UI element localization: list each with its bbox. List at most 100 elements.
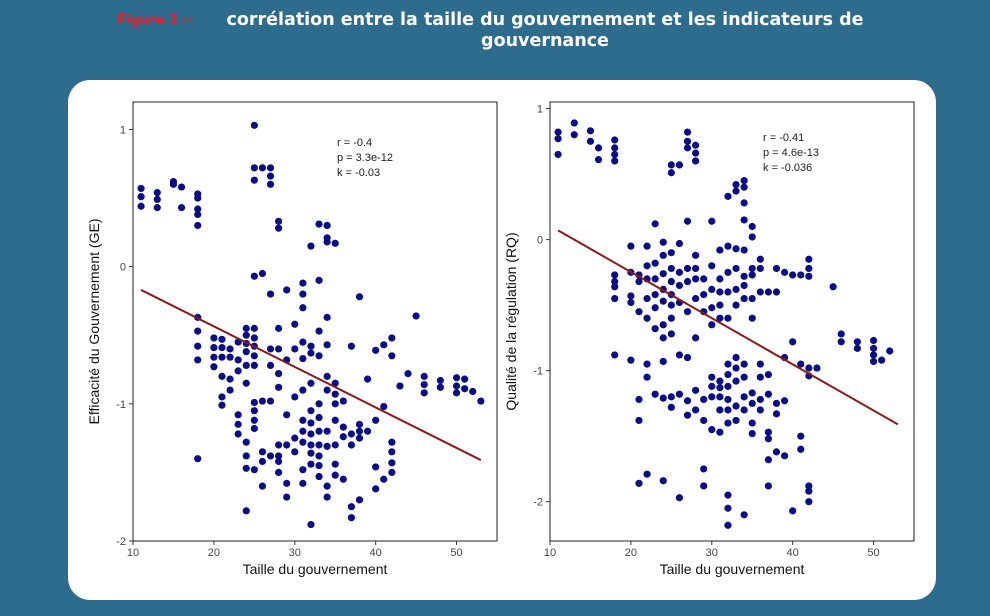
data-point xyxy=(258,164,267,172)
data-point xyxy=(331,460,339,468)
data-point xyxy=(643,262,651,270)
data-point xyxy=(732,245,740,253)
data-point xyxy=(659,334,667,342)
data-point xyxy=(194,221,202,230)
data-point xyxy=(242,379,250,387)
data-point xyxy=(716,406,724,414)
data-point xyxy=(323,493,331,501)
data-point xyxy=(716,384,724,392)
data-point xyxy=(756,360,764,368)
data-point xyxy=(323,427,331,435)
data-point xyxy=(554,135,562,143)
data-point xyxy=(283,441,291,449)
data-point xyxy=(331,471,339,479)
data-point xyxy=(194,327,202,335)
data-point xyxy=(683,137,692,145)
figure-number: Figure 3 ›› xyxy=(117,13,193,28)
data-point xyxy=(315,352,323,360)
data-point xyxy=(675,161,684,169)
data-point xyxy=(275,383,283,391)
data-point xyxy=(740,177,748,185)
data-point xyxy=(339,475,347,483)
data-point xyxy=(708,217,716,225)
data-point xyxy=(307,407,315,415)
scatter-plot-rq: 10 20 30 40 50 -2 -1 0 1 Taille du gouvernement Qu… xyxy=(503,101,915,577)
y-tick-label: -1 xyxy=(533,366,543,378)
data-point xyxy=(724,504,732,512)
data-point xyxy=(692,406,700,414)
data-point xyxy=(748,271,756,279)
data-point xyxy=(266,172,275,180)
data-point xyxy=(242,331,250,339)
data-point xyxy=(692,149,700,157)
data-point xyxy=(307,441,315,449)
data-point xyxy=(283,493,291,501)
data-point xyxy=(258,482,267,490)
data-point xyxy=(299,479,307,487)
data-point xyxy=(275,324,283,332)
data-point xyxy=(611,136,619,144)
data-point xyxy=(837,338,845,346)
data-point xyxy=(307,242,315,250)
stat-annotation: p = 4.6e-13 xyxy=(763,147,819,159)
data-point xyxy=(242,361,250,369)
data-point xyxy=(708,285,716,293)
data-point xyxy=(611,271,619,279)
data-point xyxy=(789,507,797,515)
data-point xyxy=(692,264,700,273)
data-point xyxy=(611,283,619,291)
data-point xyxy=(748,222,756,231)
data-point xyxy=(307,449,315,457)
data-point xyxy=(869,351,878,359)
data-point xyxy=(732,180,740,189)
data-point xyxy=(764,482,772,490)
data-point xyxy=(627,242,635,250)
data-point xyxy=(218,335,226,343)
data-point xyxy=(780,268,789,276)
data-point xyxy=(388,352,396,360)
data-point xyxy=(683,308,692,316)
data-point xyxy=(331,400,339,408)
data-point xyxy=(683,411,692,419)
data-point xyxy=(756,264,764,273)
data-point xyxy=(853,338,861,346)
data-point xyxy=(275,370,283,378)
data-point xyxy=(315,441,323,449)
data-point xyxy=(299,279,307,287)
data-point xyxy=(764,435,772,443)
data-point xyxy=(683,217,692,225)
data-point xyxy=(194,194,202,202)
data-point xyxy=(724,288,732,296)
data-point xyxy=(307,430,315,438)
data-point xyxy=(748,399,756,408)
data-point xyxy=(732,264,740,273)
data-point xyxy=(388,334,396,342)
data-point xyxy=(651,304,659,312)
data-point xyxy=(756,373,764,381)
data-point xyxy=(307,379,315,387)
data-point xyxy=(242,464,250,472)
data-point xyxy=(299,338,307,346)
data-point xyxy=(570,131,578,139)
y-tick-label: -2 xyxy=(533,497,543,509)
data-point xyxy=(388,448,396,456)
data-point xyxy=(643,294,651,303)
data-point xyxy=(153,188,161,197)
data-point xyxy=(667,301,675,309)
data-point xyxy=(692,334,700,342)
data-point xyxy=(226,386,234,394)
data-point xyxy=(708,426,716,434)
data-point xyxy=(748,294,756,303)
data-point xyxy=(355,293,364,301)
data-point xyxy=(315,220,323,228)
data-point xyxy=(323,238,331,246)
data-point xyxy=(789,338,797,346)
data-point xyxy=(266,290,275,298)
data-point xyxy=(611,277,619,286)
data-point xyxy=(388,438,396,446)
data-point xyxy=(594,144,603,152)
data-point xyxy=(667,277,675,286)
data-point xyxy=(651,275,659,283)
data-point xyxy=(708,304,716,312)
data-point xyxy=(242,348,250,356)
